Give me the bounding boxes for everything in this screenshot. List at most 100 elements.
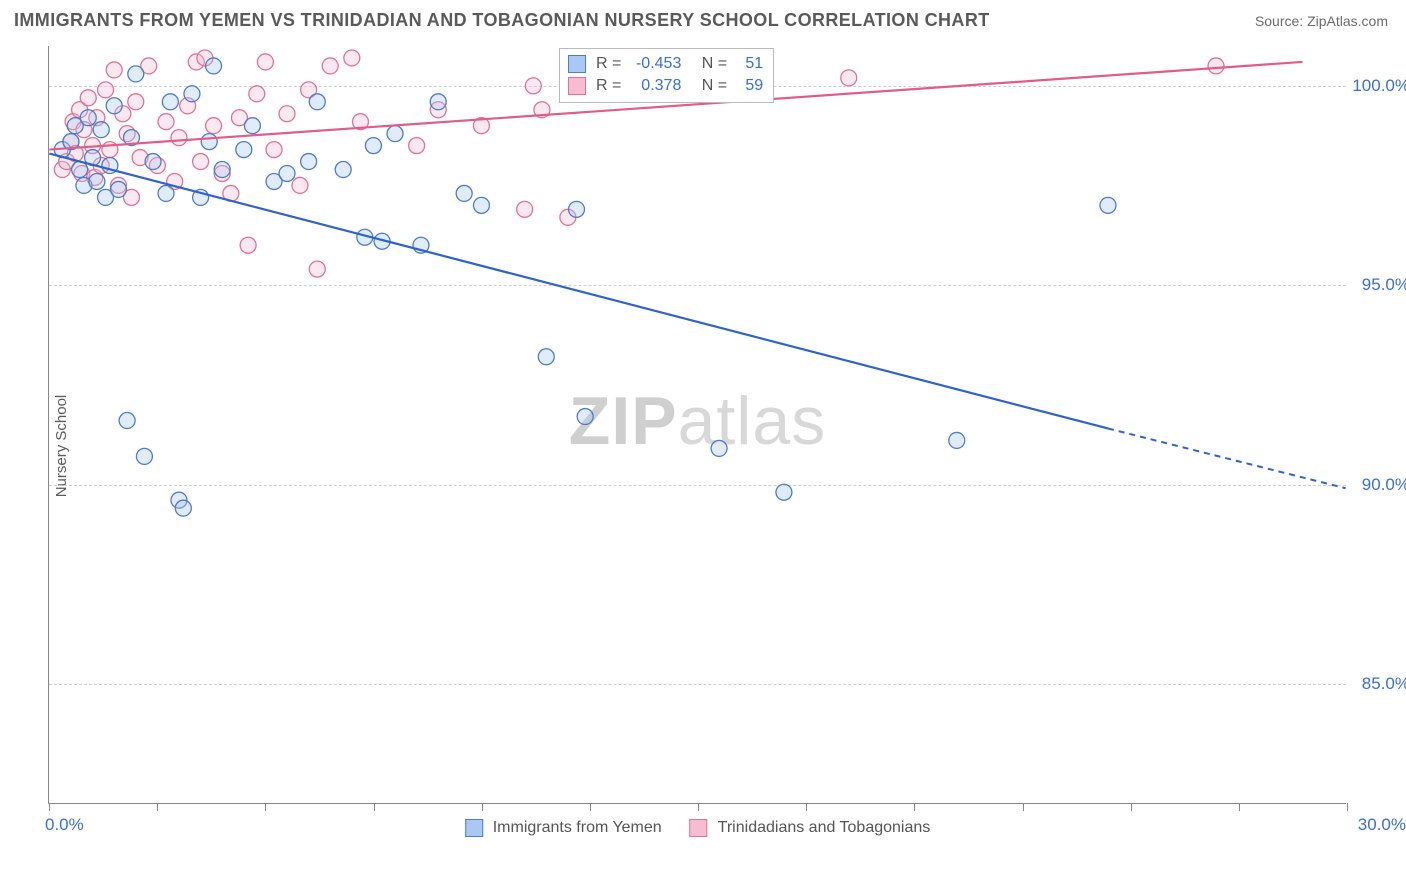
x-tick bbox=[265, 803, 266, 811]
stat-r-label: R = bbox=[596, 75, 621, 97]
data-point bbox=[538, 349, 554, 365]
stat-n-label: N = bbox=[702, 53, 727, 75]
trend-line bbox=[1108, 428, 1346, 488]
legend-item-a: Immigrants from Yemen bbox=[465, 819, 662, 837]
data-point bbox=[206, 58, 222, 74]
swatch-series-b bbox=[690, 819, 708, 837]
data-point bbox=[206, 118, 222, 134]
legend: Immigrants from Yemen Trinidadians and T… bbox=[465, 819, 931, 837]
data-point bbox=[106, 62, 122, 78]
x-tick bbox=[1239, 803, 1240, 811]
swatch-series-b bbox=[568, 77, 586, 95]
data-point bbox=[236, 142, 252, 158]
x-tick bbox=[698, 803, 699, 811]
x-tick bbox=[482, 803, 483, 811]
y-tick-label: 90.0% bbox=[1362, 475, 1406, 495]
data-point bbox=[93, 122, 109, 138]
data-point bbox=[841, 70, 857, 86]
data-point bbox=[301, 154, 317, 170]
data-point bbox=[1208, 58, 1224, 74]
data-point bbox=[525, 78, 541, 94]
legend-label-a: Immigrants from Yemen bbox=[493, 819, 662, 837]
x-tick bbox=[49, 803, 50, 811]
y-tick-label: 85.0% bbox=[1362, 674, 1406, 694]
data-point bbox=[249, 86, 265, 102]
data-point bbox=[158, 114, 174, 130]
data-point bbox=[949, 432, 965, 448]
x-tick bbox=[157, 803, 158, 811]
legend-label-b: Trinidadians and Tobagonians bbox=[718, 819, 931, 837]
data-point bbox=[309, 94, 325, 110]
x-tick bbox=[374, 803, 375, 811]
correlation-stats-box: R = -0.453 N = 51 R = 0.378 N = 59 bbox=[559, 48, 774, 103]
data-point bbox=[473, 197, 489, 213]
data-point bbox=[279, 166, 295, 182]
data-point bbox=[80, 90, 96, 106]
data-point bbox=[240, 237, 256, 253]
data-point bbox=[80, 110, 96, 126]
stat-n-label: N = bbox=[702, 75, 727, 97]
data-point bbox=[89, 173, 105, 189]
stat-r-value-b: 0.378 bbox=[629, 75, 681, 97]
data-point bbox=[257, 54, 273, 70]
data-point bbox=[266, 142, 282, 158]
data-point bbox=[128, 94, 144, 110]
data-point bbox=[119, 413, 135, 429]
stat-r-label: R = bbox=[596, 53, 621, 75]
x-tick bbox=[806, 803, 807, 811]
data-point bbox=[184, 86, 200, 102]
source-attribution: Source: ZipAtlas.com bbox=[1255, 13, 1388, 29]
x-tick bbox=[590, 803, 591, 811]
stat-n-value-b: 59 bbox=[735, 75, 763, 97]
data-point bbox=[193, 154, 209, 170]
data-point bbox=[711, 440, 727, 456]
chart-plot-area: ZIPatlas 85.0%90.0%95.0%100.0% 0.0% 30.0… bbox=[48, 46, 1346, 804]
stat-row-series-a: R = -0.453 N = 51 bbox=[568, 53, 763, 75]
data-point bbox=[106, 98, 122, 114]
legend-item-b: Trinidadians and Tobagonians bbox=[690, 819, 931, 837]
data-point bbox=[128, 66, 144, 82]
data-point bbox=[517, 201, 533, 217]
data-point bbox=[577, 409, 593, 425]
data-point bbox=[365, 138, 381, 154]
data-point bbox=[201, 134, 217, 150]
data-point bbox=[279, 106, 295, 122]
data-point bbox=[136, 448, 152, 464]
x-tick bbox=[1347, 803, 1348, 811]
stat-row-series-b: R = 0.378 N = 59 bbox=[568, 75, 763, 97]
x-tick bbox=[914, 803, 915, 811]
data-point bbox=[214, 162, 230, 178]
data-point bbox=[569, 201, 585, 217]
x-axis-min-label: 0.0% bbox=[45, 815, 84, 835]
y-tick-label: 100.0% bbox=[1352, 76, 1406, 96]
data-point bbox=[98, 82, 114, 98]
x-tick bbox=[1023, 803, 1024, 811]
data-point bbox=[158, 185, 174, 201]
stat-n-value-a: 51 bbox=[735, 53, 763, 75]
data-point bbox=[244, 118, 260, 134]
data-point bbox=[145, 154, 161, 170]
data-point bbox=[309, 261, 325, 277]
data-point bbox=[387, 126, 403, 142]
data-point bbox=[322, 58, 338, 74]
x-axis-max-label: 30.0% bbox=[1358, 815, 1406, 835]
x-tick bbox=[1131, 803, 1132, 811]
swatch-series-a bbox=[568, 55, 586, 73]
data-point bbox=[430, 94, 446, 110]
data-point bbox=[335, 162, 351, 178]
scatter-svg bbox=[49, 46, 1346, 803]
data-point bbox=[776, 484, 792, 500]
data-point bbox=[456, 185, 472, 201]
data-point bbox=[171, 130, 187, 146]
data-point bbox=[162, 94, 178, 110]
trend-line bbox=[49, 154, 1108, 429]
data-point bbox=[409, 138, 425, 154]
data-point bbox=[344, 50, 360, 66]
data-point bbox=[111, 181, 127, 197]
chart-title: IMMIGRANTS FROM YEMEN VS TRINIDADIAN AND… bbox=[14, 10, 990, 31]
stat-r-value-a: -0.453 bbox=[629, 53, 681, 75]
data-point bbox=[175, 500, 191, 516]
data-point bbox=[292, 177, 308, 193]
data-point bbox=[1100, 197, 1116, 213]
swatch-series-a bbox=[465, 819, 483, 837]
